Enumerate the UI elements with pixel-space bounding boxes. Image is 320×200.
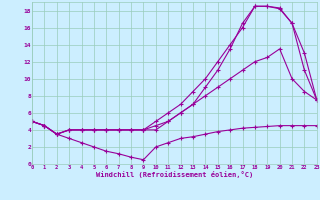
X-axis label: Windchill (Refroidissement éolien,°C): Windchill (Refroidissement éolien,°C)	[96, 171, 253, 178]
